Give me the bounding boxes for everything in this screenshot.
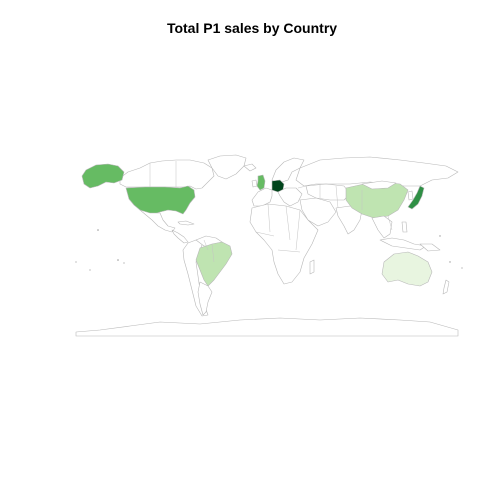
region-central-europe <box>277 187 303 207</box>
region-philippines <box>401 221 408 233</box>
country-mexico <box>139 209 176 233</box>
island <box>117 259 119 261</box>
country-ireland <box>251 179 258 188</box>
island <box>75 261 77 263</box>
region-central-america <box>171 229 189 244</box>
island <box>89 269 91 271</box>
country-mongolia <box>361 180 397 190</box>
country-united-kingdom <box>256 174 266 191</box>
country-canada <box>119 159 215 190</box>
island <box>461 267 463 269</box>
country-iceland <box>243 163 257 172</box>
island <box>97 229 99 231</box>
region-western-europe <box>251 187 273 207</box>
country-japan <box>407 185 425 210</box>
island <box>439 235 441 237</box>
region-antarctica <box>75 317 459 337</box>
internal-borders <box>149 161 393 263</box>
region-central-asia <box>305 183 351 201</box>
region-southeast-asia <box>371 215 393 239</box>
island <box>123 262 125 264</box>
region-maritime-southeast-asia <box>379 237 427 251</box>
country-australia <box>381 251 433 287</box>
country-korea <box>407 190 414 201</box>
country-russia <box>295 156 459 187</box>
island <box>449 261 451 263</box>
region-africa <box>249 203 319 285</box>
country-cuba <box>177 220 195 226</box>
country-argentina <box>197 281 213 316</box>
country-new-zealand <box>442 279 450 295</box>
country-united-states <box>125 185 196 215</box>
region-new-guinea <box>419 243 441 252</box>
country-brazil <box>195 241 233 287</box>
country-madagascar <box>309 259 315 275</box>
map-title: Total P1 sales by Country <box>166 20 338 36</box>
region-middle-east <box>299 197 337 227</box>
country-greenland <box>207 154 247 180</box>
country-united-states-alaska <box>81 163 125 189</box>
